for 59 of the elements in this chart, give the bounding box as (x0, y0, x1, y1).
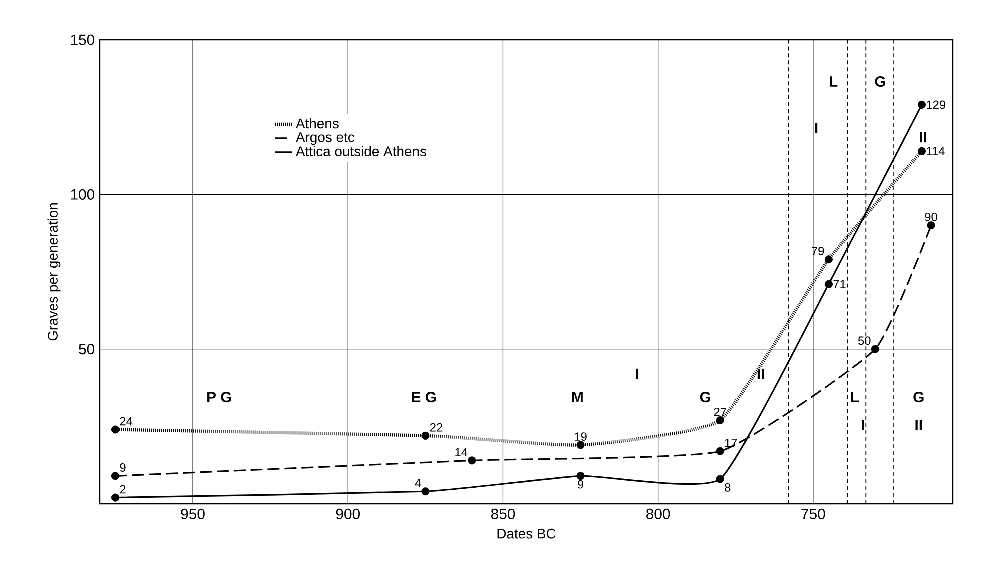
y-axis-title: Graves per generation (48, 204, 61, 341)
data-label: 24 (120, 417, 133, 426)
data-label: 90 (925, 212, 938, 222)
annotation: G (914, 392, 924, 403)
point (918, 147, 926, 156)
annotation: G (700, 392, 711, 403)
data-label: 27 (714, 408, 726, 416)
annotation: I (862, 420, 865, 430)
data-label: 129 (927, 100, 946, 110)
x-tick-label: 800 (646, 508, 670, 520)
point (716, 416, 724, 425)
data-label: 71 (834, 280, 846, 288)
point (576, 441, 585, 450)
point (111, 472, 120, 480)
data-label: 114 (927, 147, 945, 156)
data-label: 8 (725, 483, 731, 492)
annotation: I (636, 368, 638, 380)
legend-label: Attica outside Athens (296, 146, 426, 157)
x-tick-label: 850 (491, 508, 516, 520)
annotation: I (815, 123, 818, 134)
data-label: 19 (575, 432, 587, 442)
point (422, 432, 430, 440)
point (824, 280, 833, 288)
x-axis-title: Dates BC (498, 528, 556, 539)
annotation: II (920, 132, 926, 143)
point (871, 345, 880, 354)
y-tick-label: 150 (71, 34, 95, 46)
annotation: II (758, 368, 764, 380)
point (468, 456, 476, 465)
point (716, 475, 724, 484)
data-label: 22 (430, 423, 443, 432)
point (824, 256, 833, 264)
annotation: E G (412, 392, 436, 403)
legend-label: Argos etc (296, 132, 355, 146)
x-tick-label: 900 (336, 508, 360, 520)
annotation: L (830, 76, 838, 87)
data-label: 2 (120, 485, 126, 494)
point (576, 472, 585, 480)
annotation: G (875, 76, 886, 88)
point (927, 222, 936, 230)
point (111, 494, 120, 502)
annotation: P G (208, 392, 232, 403)
data-label: 4 (415, 479, 422, 488)
data-label: 9 (120, 464, 126, 472)
legend-label: Athens (296, 118, 339, 129)
x-tick-label: 750 (802, 508, 826, 520)
data-label: 14 (456, 448, 468, 457)
data-label: 9 (578, 480, 584, 489)
y-tick-label: 100 (71, 189, 95, 200)
point (918, 100, 926, 109)
annotation: II (916, 420, 922, 430)
point (716, 447, 724, 456)
point (111, 426, 120, 434)
x-tick-label: 950 (181, 508, 205, 520)
y-tick-label: 50 (79, 344, 95, 355)
annotation: L (851, 392, 860, 402)
annotation: M (572, 392, 583, 402)
data-label: 50 (858, 336, 871, 346)
point (422, 488, 430, 496)
